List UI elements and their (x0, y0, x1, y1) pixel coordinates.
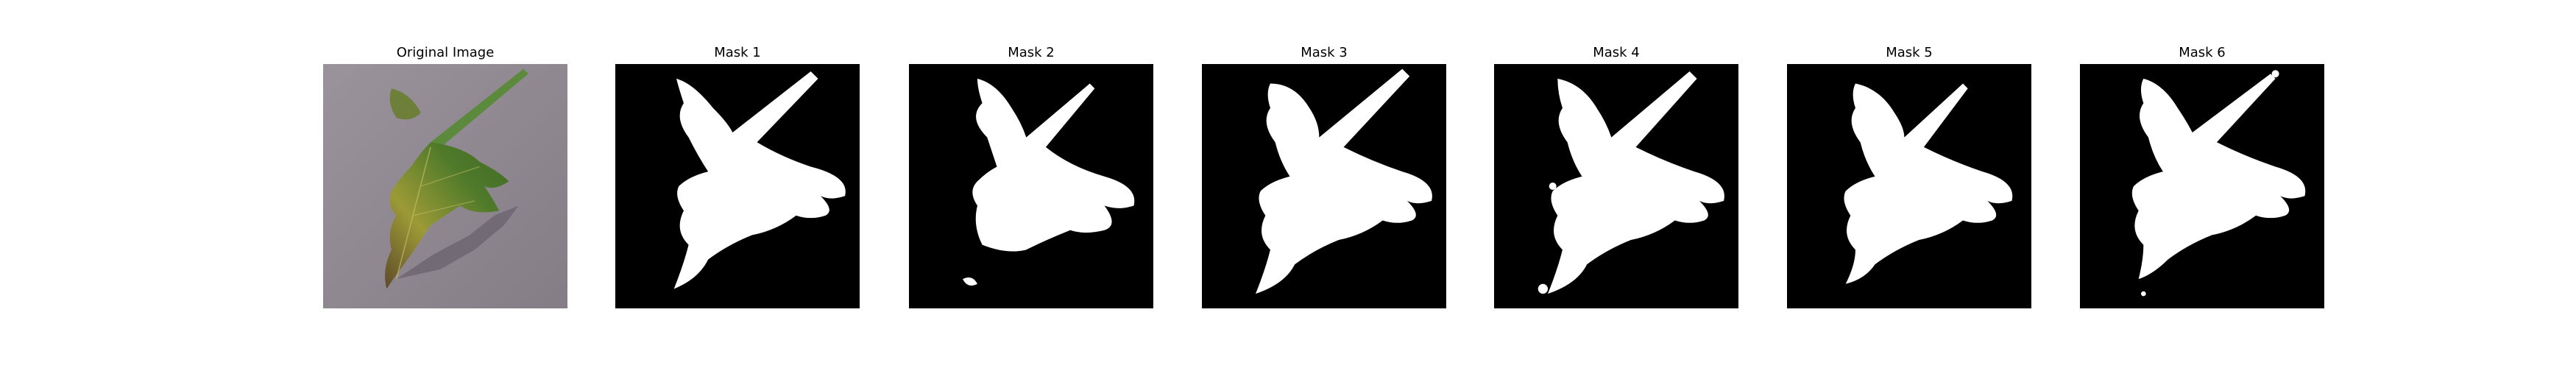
panel-mask-3: Mask 3 (1202, 44, 1446, 309)
panel-title: Mask 1 (714, 45, 761, 60)
panel-original-image: Original Image (323, 44, 567, 309)
panel-title: Mask 5 (1886, 45, 1933, 60)
panel-mask-2: Mask 2 (909, 44, 1153, 309)
mask-1-image (615, 64, 860, 308)
mask-4-image (1494, 64, 1738, 308)
panel-mask-6: Mask 6 (2080, 44, 2324, 309)
panel-title: Original Image (396, 45, 495, 60)
mask-3-image (1202, 64, 1446, 308)
panel-title: Mask 2 (1008, 45, 1055, 60)
panel-title: Mask 6 (2179, 45, 2226, 60)
mask-5-image (1787, 64, 2031, 308)
panel-mask-5: Mask 5 (1787, 44, 2031, 309)
panel-mask-1: Mask 1 (615, 44, 860, 309)
panel-title: Mask 3 (1301, 45, 1348, 60)
original-leaf-photo (323, 64, 567, 308)
panel-mask-4: Mask 4 (1494, 44, 1738, 309)
mask-6-image (2080, 64, 2324, 308)
mask-2-image (909, 64, 1153, 308)
panel-title: Mask 4 (1593, 45, 1640, 60)
